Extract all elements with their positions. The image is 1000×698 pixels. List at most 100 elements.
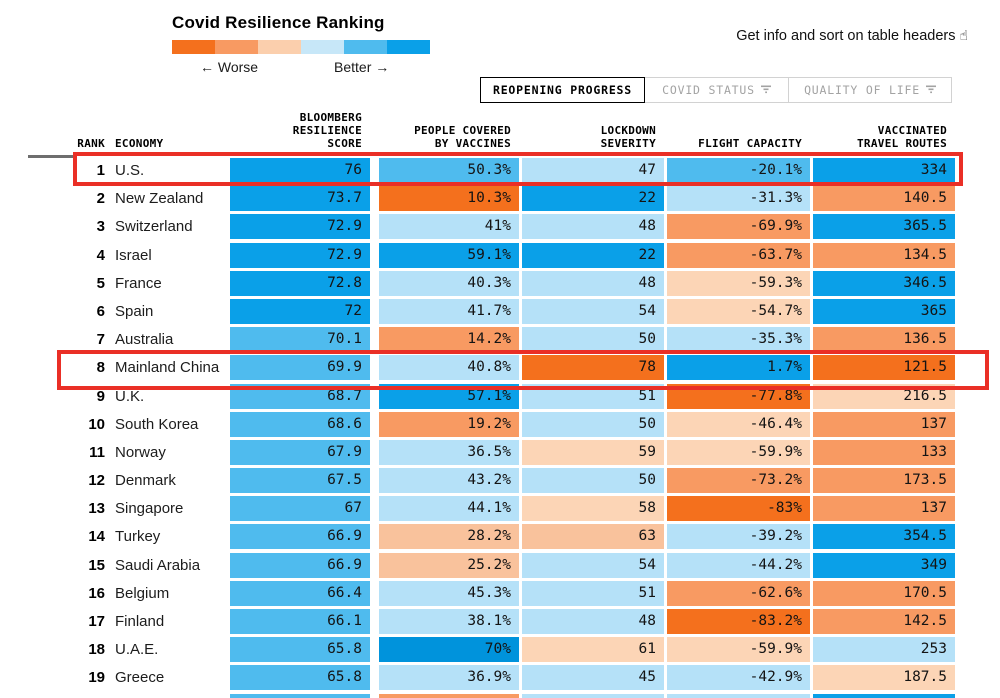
score-cell: 66.1 <box>230 609 370 634</box>
routes-cell: 121.5 <box>813 355 955 381</box>
score-cell: 67.5 <box>230 468 370 494</box>
lock-cell: 54 <box>522 298 664 324</box>
tab-quality-of-life[interactable]: QUALITY OF LIFE <box>789 77 952 103</box>
economy-cell: 13 Singapore <box>37 496 228 522</box>
economy-cell: 10 South Korea <box>37 411 228 437</box>
tab-label: QUALITY OF LIFE <box>804 83 920 97</box>
table-row: 7 Australia 70.1 14.2% 50 -35.3% 136.5 <box>37 327 955 353</box>
header-routes[interactable]: VACCINATED TRAVEL ROUTES <box>857 124 947 150</box>
lock-cell: 50 <box>522 327 664 353</box>
tab-label: COVID STATUS <box>662 83 755 97</box>
rank-value: 4 <box>96 246 105 264</box>
lock-cell: 51 <box>522 580 664 606</box>
lock-cell: 48 <box>522 214 664 240</box>
highlight-box-row-1-us <box>73 152 963 186</box>
routes-cell: 349 <box>813 552 955 578</box>
flight-cell: -46.4% <box>667 411 810 437</box>
rank-value: 19 <box>88 669 105 687</box>
lock-cell: 54 <box>522 552 664 578</box>
routes-cell: 253 <box>813 637 955 663</box>
flight-cell <box>667 693 810 698</box>
page-title: Covid Resilience Ranking <box>172 13 385 32</box>
filter-sort-icon <box>925 83 936 97</box>
economy-name: U.S. <box>115 162 145 179</box>
legend-better-label: Better → <box>334 59 390 75</box>
tab-covid-status[interactable]: COVID STATUS <box>645 77 789 103</box>
legend-segment-1 <box>172 40 215 54</box>
flight-cell: -83.2% <box>667 609 810 634</box>
header-flight[interactable]: FLIGHT CAPACITY <box>698 137 802 150</box>
table-row: 3 Switzerland 72.9 41% 48 -69.9% 365.5 <box>37 214 955 240</box>
table-header-row: RANK ECONOMY BLOOMBERG RESILIENCE SCORE PEO… <box>37 104 955 150</box>
tap-pointer-icon: ☝ <box>959 28 968 44</box>
flight-cell: -42.9% <box>667 665 810 691</box>
flight-cell: -39.2% <box>667 524 810 550</box>
rank-value: 5 <box>96 274 105 292</box>
vax-cell: 50.3% <box>379 158 519 183</box>
table-row: 11 Norway 67.9 36.5% 59 -59.9% 133 <box>37 439 955 465</box>
economy-name: Switzerland <box>115 218 193 236</box>
economy-cell: 2 New Zealand <box>37 186 228 212</box>
lock-cell: 22 <box>522 242 664 268</box>
vax-cell: 19.2% <box>379 411 519 437</box>
rank-value: 6 <box>96 302 105 320</box>
routes-cell: 354.5 <box>813 524 955 550</box>
flight-cell: 1.7% <box>667 355 810 381</box>
routes-cell: 137 <box>813 496 955 522</box>
score-cell: 76 <box>230 158 370 183</box>
rank-value: 9 <box>96 387 105 405</box>
flight-cell: -59.3% <box>667 270 810 296</box>
rank-value: 12 <box>88 472 105 490</box>
vax-cell: 45.3% <box>379 580 519 606</box>
economy-name: Belgium <box>115 584 170 602</box>
score-cell: 72 <box>230 298 370 324</box>
vax-cell <box>379 693 519 698</box>
rank-value: 18 <box>88 641 105 659</box>
routes-cell: 170.5 <box>813 580 955 606</box>
table-row: 14 Turkey 66.9 28.2% 63 -39.2% 354.5 <box>37 524 955 550</box>
table-top-border-dash <box>28 155 75 158</box>
score-cell: 67.9 <box>230 439 370 465</box>
tab-reopening-progress[interactable]: REOPENING PROGRESS <box>480 77 645 103</box>
vax-cell: 70% <box>379 637 519 663</box>
flight-cell: -73.2% <box>667 468 810 494</box>
economy-name: Israel <box>115 246 152 264</box>
economy-cell: 3 Switzerland <box>37 214 228 240</box>
economy-name: New Zealand <box>115 190 204 208</box>
score-cell: 66.9 <box>230 552 370 578</box>
economy-name: Spain <box>115 302 154 320</box>
routes-cell: 134.5 <box>813 242 955 268</box>
table-row-partial <box>37 693 955 698</box>
flight-cell: -35.3% <box>667 327 810 353</box>
score-cell: 66.4 <box>230 580 370 606</box>
sort-hint-text: Get info and sort on table headers <box>736 28 956 44</box>
score-cell: 69.9 <box>230 355 370 381</box>
economy-cell: 19 Greece <box>37 665 228 691</box>
economy-cell: 5 France <box>37 270 228 296</box>
routes-cell: 187.5 <box>813 665 955 691</box>
header-lock[interactable]: LOCKDOWN SEVERITY <box>600 124 656 150</box>
header-vax[interactable]: PEOPLE COVERED BY VACCINES <box>414 124 511 150</box>
legend-segment-2 <box>215 40 258 54</box>
header-rank-economy[interactable]: RANK ECONOMY <box>37 137 228 150</box>
economy-cell: 4 Israel <box>37 242 228 268</box>
lock-cell: 58 <box>522 496 664 522</box>
table-row: 16 Belgium 66.4 45.3% 51 -62.6% 170.5 <box>37 580 955 606</box>
flight-cell: -59.9% <box>667 637 810 663</box>
legend-segment-4 <box>301 40 344 54</box>
filter-sort-icon <box>760 83 771 97</box>
lock-cell: 50 <box>522 468 664 494</box>
lock-cell: 48 <box>522 270 664 296</box>
table-body: 1 U.S. 76 50.3% 47 -20.1% 334 2 New Zealand 73.7 1… <box>37 158 955 698</box>
economy-cell: 1 U.S. <box>37 158 228 183</box>
score-cell: 72.8 <box>230 270 370 296</box>
economy-name: Greece <box>115 669 165 687</box>
header-score[interactable]: BLOOMBERG RESILIENCE SCORE <box>292 111 362 150</box>
economy-cell: 16 Belgium <box>37 580 228 606</box>
table-row: 8 Mainland China 69.9 40.8% 78 1.7% 121.5 <box>37 355 955 381</box>
economy-name: Saudi Arabia <box>115 556 201 574</box>
routes-cell: 334 <box>813 158 955 183</box>
flight-cell: -31.3% <box>667 186 810 212</box>
legend-segment-6 <box>387 40 430 54</box>
